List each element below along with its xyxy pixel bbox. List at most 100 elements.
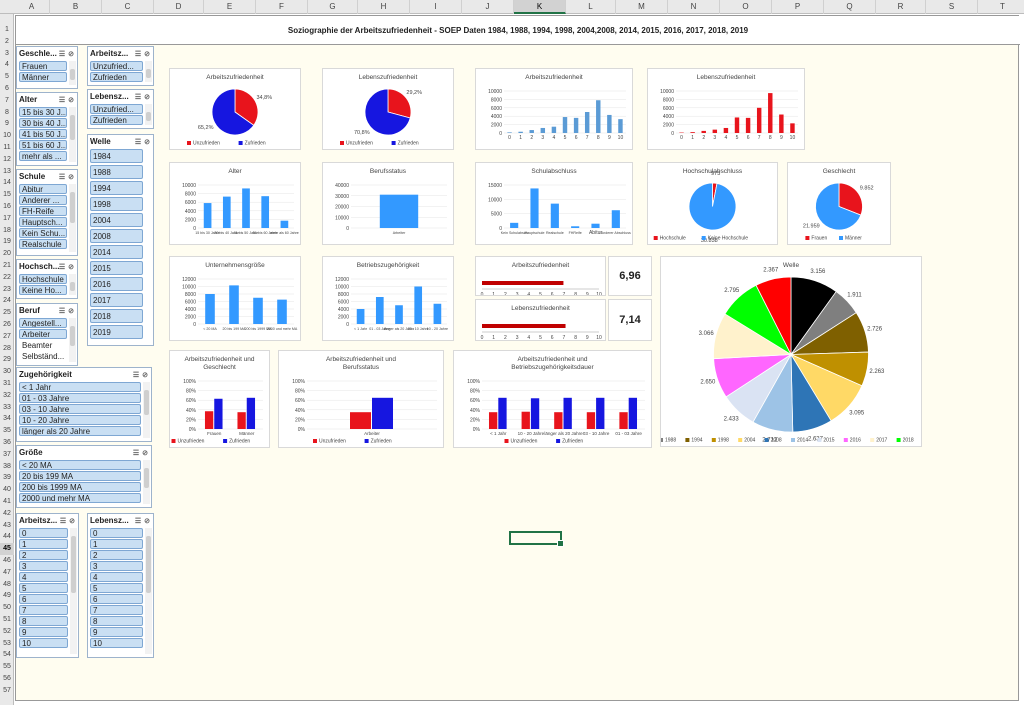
column-header-T[interactable]: T — [978, 0, 1024, 14]
bar[interactable] — [414, 286, 423, 325]
bar[interactable] — [619, 412, 628, 429]
bar[interactable] — [551, 126, 557, 133]
row-header-52[interactable]: 52 — [3, 627, 11, 635]
bar[interactable] — [611, 210, 620, 228]
bar[interactable] — [530, 398, 540, 429]
slicer-item[interactable]: Hauptsch... — [19, 217, 67, 227]
pie-slice[interactable] — [838, 182, 863, 216]
slicer-alter[interactable]: Alter ☰ ⊘ 15 bis 30 J... 30 bis 40 J... 41 bi… — [16, 92, 78, 166]
slicer-item[interactable]: Selbständ... — [19, 351, 67, 361]
row-header-16[interactable]: 16 — [3, 203, 11, 210]
bar[interactable] — [372, 397, 393, 429]
slicer-item[interactable]: 3 — [19, 561, 68, 571]
slicer-item[interactable]: < 1 Jahr — [19, 382, 141, 392]
slicer-scrollbar[interactable] — [145, 528, 152, 654]
slicer-item[interactable]: 8 — [19, 616, 68, 626]
bar[interactable] — [573, 117, 579, 133]
row-header-40[interactable]: 40 — [3, 486, 11, 494]
pie-slice[interactable] — [211, 88, 255, 136]
column-header-M[interactable]: M — [616, 0, 668, 14]
bar[interactable] — [550, 203, 559, 228]
row-header-2[interactable]: 2 — [5, 37, 9, 45]
bar[interactable] — [277, 299, 287, 324]
bar[interactable] — [507, 132, 512, 133]
slicer-item[interactable]: 9 — [90, 627, 143, 637]
column-header-K[interactable]: K — [514, 0, 566, 14]
slicer-item[interactable]: 51 bis 60 J... — [19, 140, 67, 150]
row-header-44[interactable]: 44 — [3, 533, 11, 541]
bar[interactable] — [253, 297, 263, 324]
row-header-49[interactable]: 49 — [3, 592, 11, 600]
slicer-scrollbar[interactable] — [69, 274, 76, 295]
bar[interactable] — [482, 281, 564, 285]
bar[interactable] — [745, 117, 751, 133]
slicer-item[interactable]: 1998 — [90, 197, 143, 211]
slicer-item[interactable]: Realschule — [19, 239, 67, 249]
bar[interactable] — [203, 203, 212, 228]
slicer-item[interactable]: < 20 MA — [19, 460, 141, 470]
row-header-11[interactable]: 11 — [3, 144, 11, 151]
row-header-33[interactable]: 33 — [3, 403, 11, 411]
row-header-22[interactable]: 22 — [3, 273, 11, 281]
bar[interactable] — [356, 309, 365, 324]
slicer-scrollbar[interactable] — [69, 61, 76, 85]
slicer-hochschule[interactable]: Hochsch... ☰ ⊘ Hochschule Keine Ho... — [16, 259, 78, 299]
slicer-item[interactable]: Zufrieden — [90, 115, 143, 125]
row-header-43[interactable]: 43 — [3, 521, 11, 529]
pie-slice[interactable] — [387, 88, 412, 119]
row-header-10[interactable]: 10 — [3, 132, 11, 140]
clear-filter-icon[interactable]: ⊘ — [144, 138, 150, 146]
row-header-57[interactable]: 57 — [3, 686, 11, 694]
slicer-item[interactable]: Männer — [19, 72, 67, 82]
bar[interactable] — [518, 131, 523, 133]
bar[interactable] — [379, 194, 419, 228]
row-header-38[interactable]: 38 — [3, 462, 11, 470]
chart-az-geschlecht[interactable]: Arbeitszufriedenheit und Geschlecht 0% 20% 4… — [169, 350, 270, 448]
multi-select-icon[interactable]: ☰ — [134, 517, 142, 525]
column-header-R[interactable]: R — [876, 0, 926, 14]
row-header-47[interactable]: 47 — [3, 568, 11, 576]
row-header-45[interactable]: 45 — [0, 543, 14, 555]
bar[interactable] — [510, 222, 519, 228]
slicer-lebenszufriedenheit-skala[interactable]: Lebensz... ☰ ⊘ 0 1 2 3 4 5 6 7 8 9 10 — [87, 513, 154, 658]
slicer-item[interactable]: Unzufried... — [90, 104, 143, 114]
row-header-20[interactable]: 20 — [3, 250, 11, 258]
chart-lebenszufriedenheit-bar[interactable]: Lebenszufriedenheit 0 2000 4000 6000 8000 1000… — [647, 68, 805, 150]
pie-slice[interactable] — [815, 182, 862, 231]
clear-filter-icon[interactable]: ⊘ — [68, 263, 74, 271]
column-header-C[interactable]: C — [102, 0, 154, 14]
row-header-36[interactable]: 36 — [3, 439, 11, 446]
multi-select-icon[interactable]: ☰ — [132, 371, 140, 379]
chart-hochschulabschluss[interactable]: Hochschulabschluss 973 30.838 Hochschule Kei… — [647, 162, 778, 245]
row-header-30[interactable]: 30 — [3, 368, 11, 376]
clear-filter-icon[interactable]: ⊘ — [69, 517, 75, 525]
row-header-13[interactable]: 13 — [3, 167, 11, 175]
bar[interactable] — [204, 411, 214, 429]
bar[interactable] — [237, 412, 246, 429]
bar[interactable] — [618, 119, 623, 133]
bar[interactable] — [261, 196, 270, 228]
bar[interactable] — [395, 305, 403, 324]
row-header-54[interactable]: 54 — [3, 651, 11, 659]
multi-select-icon[interactable]: ☰ — [134, 93, 142, 101]
multi-select-icon[interactable]: ☰ — [134, 50, 142, 58]
slicer-welle[interactable]: Welle ☰ ⊘ 1984 1988 1994 1998 2004 2008 2014 2015 2… — [87, 134, 154, 346]
row-header-31[interactable]: 31 — [3, 380, 11, 387]
slicer-item[interactable]: 0 — [19, 528, 68, 538]
clear-filter-icon[interactable]: ⊘ — [68, 96, 74, 104]
slicer-item[interactable]: 2018 — [90, 309, 143, 323]
multi-select-icon[interactable]: ☰ — [58, 263, 66, 271]
bar[interactable] — [554, 412, 563, 429]
slicer-arbeitszufriedenheit-skala[interactable]: Arbeitsz... ☰ ⊘ 0 1 2 3 4 5 6 7 8 9 10 — [16, 513, 79, 658]
bar[interactable] — [488, 412, 498, 429]
chart-geschlecht[interactable]: Geschlecht 9.852 21.959 Frauen Männer — [787, 162, 891, 245]
chart-welle-pie[interactable]: Welle 3.156 1.911 2.726 2.263 3.095 2.637 2.712… — [660, 256, 922, 447]
row-header-15[interactable]: 15 — [3, 191, 11, 199]
row-header-41[interactable]: 41 — [3, 498, 11, 505]
row-header-28[interactable]: 28 — [3, 344, 11, 352]
slicer-item[interactable]: 7 — [90, 605, 143, 615]
bar[interactable] — [586, 412, 596, 429]
bar[interactable] — [214, 398, 223, 429]
clear-filter-icon[interactable]: ⊘ — [68, 307, 74, 315]
bar[interactable] — [350, 412, 371, 429]
